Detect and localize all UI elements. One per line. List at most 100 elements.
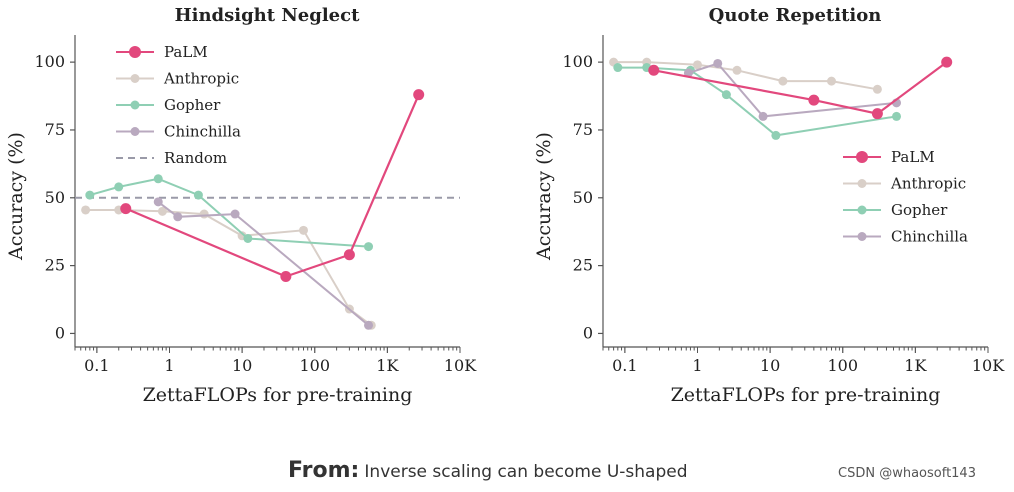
x-tick-label: 100 bbox=[299, 356, 330, 375]
legend-item-chinchilla: Chinchilla bbox=[116, 123, 241, 141]
data-point-anthropic bbox=[778, 76, 788, 86]
x-tick-label: 10 bbox=[760, 356, 780, 375]
watermark: CSDN @whaosoft143 bbox=[838, 466, 976, 481]
x-tick-label: 1K bbox=[904, 356, 927, 375]
data-point-palm bbox=[808, 94, 820, 106]
data-point-anthropic bbox=[157, 206, 167, 216]
data-point-gopher bbox=[892, 111, 902, 121]
y-axis-label: Accuracy (%) bbox=[5, 132, 27, 261]
legend-swatch-marker bbox=[857, 205, 867, 215]
y-tick-label: 100 bbox=[562, 52, 593, 71]
legend-swatch-marker bbox=[130, 74, 140, 83]
y-tick-label: 50 bbox=[573, 188, 593, 207]
series-line-gopher bbox=[617, 66, 897, 137]
x-axis-label: ZettaFLOPs for pre-training bbox=[671, 384, 941, 406]
legend-label: Chinchilla bbox=[891, 228, 968, 246]
x-tick-label: 0.1 bbox=[612, 356, 637, 375]
series-anthropic bbox=[609, 57, 882, 94]
data-point-anthropic bbox=[298, 225, 308, 235]
x-tick-label: 10K bbox=[444, 356, 477, 375]
series-line-palm bbox=[653, 61, 948, 115]
series-line-gopher bbox=[89, 177, 369, 248]
caption: From: Inverse scaling can become U-shape… bbox=[288, 458, 688, 483]
series-line-chinchilla bbox=[157, 201, 370, 327]
x-tick-label: 1 bbox=[164, 356, 174, 375]
data-point-gopher bbox=[613, 63, 623, 73]
data-point-palm bbox=[648, 64, 660, 76]
series-anthropic bbox=[81, 205, 376, 330]
y-tick-label: 75 bbox=[45, 120, 65, 139]
legend: PaLM Anthropic Gopher Chinchilla Random bbox=[116, 43, 241, 167]
x-axis-label: ZettaFLOPs for pre-training bbox=[143, 384, 413, 406]
series-gopher bbox=[85, 174, 374, 252]
legend-item-anthropic: Anthropic bbox=[116, 70, 239, 88]
y-tick-label: 0 bbox=[55, 323, 65, 342]
x-tick-label: 0.1 bbox=[84, 356, 109, 375]
y-tick-label: 100 bbox=[34, 52, 65, 71]
x-tick-label: 100 bbox=[827, 356, 858, 375]
data-point-gopher bbox=[85, 190, 95, 200]
data-point-palm bbox=[120, 203, 132, 215]
data-point-anthropic bbox=[199, 209, 209, 219]
legend-label: PaLM bbox=[164, 43, 208, 61]
legend-label: Gopher bbox=[891, 201, 948, 219]
legend-item-palm: PaLM bbox=[116, 43, 208, 61]
legend-label: Anthropic bbox=[890, 175, 966, 193]
data-point-chinchilla bbox=[173, 212, 183, 222]
y-tick-label: 75 bbox=[573, 120, 593, 139]
caption-from: From: bbox=[288, 458, 360, 483]
data-point-gopher bbox=[364, 242, 374, 252]
x-tick-label: 10K bbox=[972, 356, 1005, 375]
legend-swatch-marker bbox=[130, 127, 140, 136]
legend-label: Chinchilla bbox=[164, 123, 241, 141]
data-point-palm bbox=[343, 249, 355, 261]
legend-swatch-marker bbox=[856, 151, 868, 163]
legend-item-gopher: Gopher bbox=[116, 96, 221, 114]
legend-label: Anthropic bbox=[163, 70, 239, 88]
legend-swatch-marker bbox=[129, 46, 141, 58]
legend-swatch-marker bbox=[857, 232, 867, 241]
legend-swatch-marker bbox=[857, 179, 867, 188]
series-chinchilla bbox=[153, 197, 374, 330]
x-tick-label: 1K bbox=[376, 356, 399, 375]
legend-swatch-marker bbox=[130, 100, 140, 110]
legend-label: PaLM bbox=[891, 148, 935, 166]
data-point-chinchilla bbox=[758, 111, 768, 121]
y-tick-label: 25 bbox=[573, 256, 593, 275]
data-point-palm bbox=[280, 270, 292, 282]
legend: PaLM Anthropic Gopher Chinchilla bbox=[843, 148, 968, 246]
legend-item-chinchilla: Chinchilla bbox=[843, 228, 968, 246]
data-point-anthropic bbox=[872, 84, 882, 94]
chart-panel-2: 0 25 50 75 100 0.1 1 10 100 1K 10K Quote Repetition… bbox=[533, 5, 1005, 406]
x-tick-label: 10 bbox=[232, 356, 252, 375]
data-point-palm bbox=[941, 56, 953, 68]
chart-panel-1: 0 25 50 75 100 0.1 1 10 100 1K 10K Hindsight Neglec… bbox=[5, 5, 477, 406]
series-palm bbox=[648, 56, 953, 120]
data-point-gopher bbox=[193, 190, 203, 200]
data-point-chinchilla bbox=[713, 58, 723, 68]
data-point-gopher bbox=[771, 130, 781, 140]
data-point-anthropic bbox=[826, 76, 836, 86]
legend-item-gopher: Gopher bbox=[843, 201, 948, 219]
series-line-anthropic bbox=[85, 209, 372, 327]
caption-text: Inverse scaling can become U-shaped bbox=[364, 462, 688, 482]
legend-label: Gopher bbox=[164, 96, 221, 114]
data-point-anthropic bbox=[692, 60, 702, 70]
legend-item-palm: PaLM bbox=[843, 148, 935, 166]
data-point-chinchilla bbox=[364, 320, 374, 330]
chart-title: Hindsight Neglect bbox=[175, 5, 360, 26]
data-point-gopher bbox=[243, 233, 253, 243]
data-point-palm bbox=[413, 89, 425, 101]
data-point-gopher bbox=[114, 182, 124, 192]
data-point-anthropic bbox=[81, 205, 91, 215]
series-palm bbox=[120, 89, 425, 282]
data-point-chinchilla bbox=[230, 209, 240, 219]
chart-title: Quote Repetition bbox=[709, 5, 882, 26]
data-point-anthropic bbox=[732, 65, 742, 75]
y-axis-label: Accuracy (%) bbox=[533, 132, 555, 261]
data-point-chinchilla bbox=[153, 197, 163, 207]
legend-item-random: Random bbox=[116, 149, 227, 167]
y-tick-label: 0 bbox=[583, 323, 593, 342]
legend-item-anthropic: Anthropic bbox=[843, 175, 966, 193]
